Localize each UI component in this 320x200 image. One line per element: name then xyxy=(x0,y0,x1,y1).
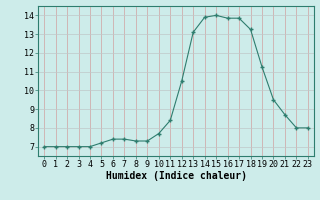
X-axis label: Humidex (Indice chaleur): Humidex (Indice chaleur) xyxy=(106,171,246,181)
